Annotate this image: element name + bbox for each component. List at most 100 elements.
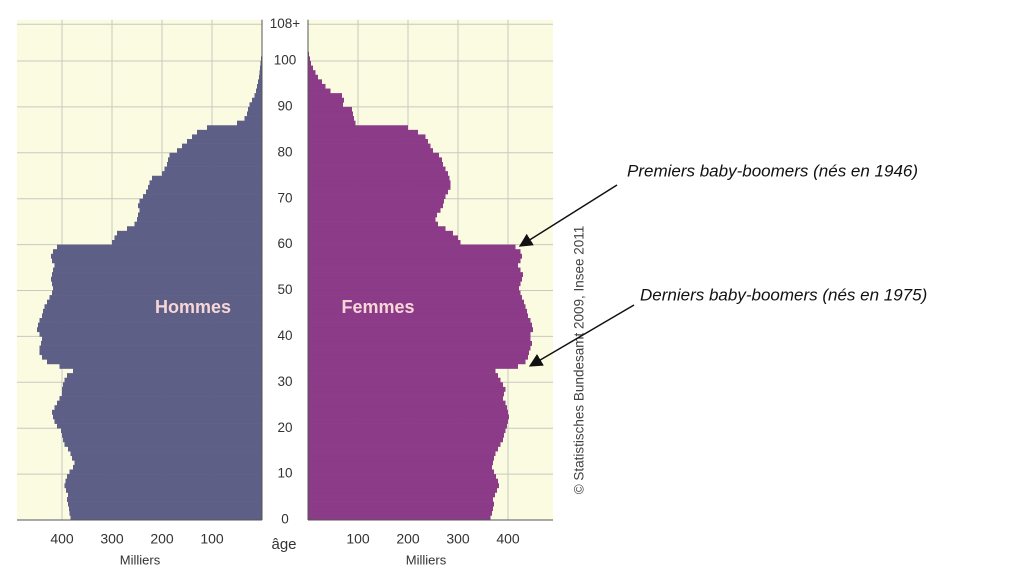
bar [67,373,262,379]
bar [164,166,262,172]
bar [52,281,262,287]
bar [52,258,262,264]
bar [308,474,496,479]
bar [177,148,262,154]
bar [308,194,446,199]
x-axis-title: Milliers [120,552,161,567]
bar [66,487,262,493]
bar [308,299,524,305]
bar [39,350,262,356]
bar [148,184,262,190]
bar [308,295,522,300]
annotation-arrow [528,304,635,367]
x-tick-label: 300 [100,531,124,547]
bar [112,240,262,245]
bar [308,515,491,521]
y-tick-label: 60 [277,236,292,251]
bar [114,235,262,241]
bar [39,318,262,323]
bar [308,116,354,121]
bar [139,207,262,213]
bar [237,120,262,126]
bar [68,501,262,507]
bar [69,510,262,516]
bar [259,70,262,76]
bar [308,382,503,388]
y-tick-label: 0 [281,512,289,527]
copyright: © Statistisches Bundesamt 2009, Insee 20… [572,226,587,495]
bar [39,331,262,337]
bar [308,409,508,415]
bar [64,441,262,447]
bar [117,230,262,236]
y-tick-label: 30 [277,374,292,389]
y-tick-label: 108+ [270,16,301,31]
bar [308,313,528,319]
bar [64,483,262,489]
bar [308,350,529,356]
bar [308,354,528,360]
bar [63,437,262,443]
bar [308,386,506,392]
bar [44,304,262,310]
bar [308,455,494,461]
bar [308,336,531,342]
bar [47,359,262,365]
bar [61,428,262,434]
bar [308,240,461,245]
bar [308,396,503,401]
bar [143,194,262,199]
bar [53,249,262,255]
annotation-arrow [518,184,618,247]
bar [308,106,352,112]
bar [308,446,498,452]
bar [42,313,262,319]
bar [308,469,494,475]
bar [308,65,313,71]
bar [54,405,262,411]
bar [308,368,496,374]
x-tick-label: 200 [396,531,420,547]
bar [68,492,262,498]
bar [37,327,262,333]
bar [252,97,262,103]
bar [308,359,526,365]
bar [62,391,262,397]
bar [308,423,507,429]
bar [308,308,527,314]
bar [308,203,443,209]
bar [308,464,492,470]
bar [308,460,493,466]
bar [260,65,262,71]
bar [308,441,501,447]
bar [57,423,262,429]
bar [69,469,262,475]
bar [308,180,451,186]
x-tick-label: 400 [496,531,520,547]
x-tick-label: 400 [50,531,74,547]
bar [308,230,453,236]
bar [308,171,448,177]
bar [308,253,522,259]
bar [308,125,408,131]
bar [207,125,262,131]
bar [308,244,516,250]
x-axis-title: Milliers [406,552,447,567]
bar [308,152,439,158]
bar [308,79,322,85]
bar [249,102,262,108]
bar [52,272,262,278]
bar [53,414,262,420]
bar [308,207,441,213]
bar [308,129,418,135]
bar [308,111,353,117]
bar [308,345,531,351]
bar [308,483,499,489]
bar [67,474,262,479]
bar [70,515,262,521]
bar [74,460,262,466]
y-tick-label: 50 [277,282,292,297]
bar [308,478,498,484]
bar [197,129,262,135]
bar [51,253,262,259]
